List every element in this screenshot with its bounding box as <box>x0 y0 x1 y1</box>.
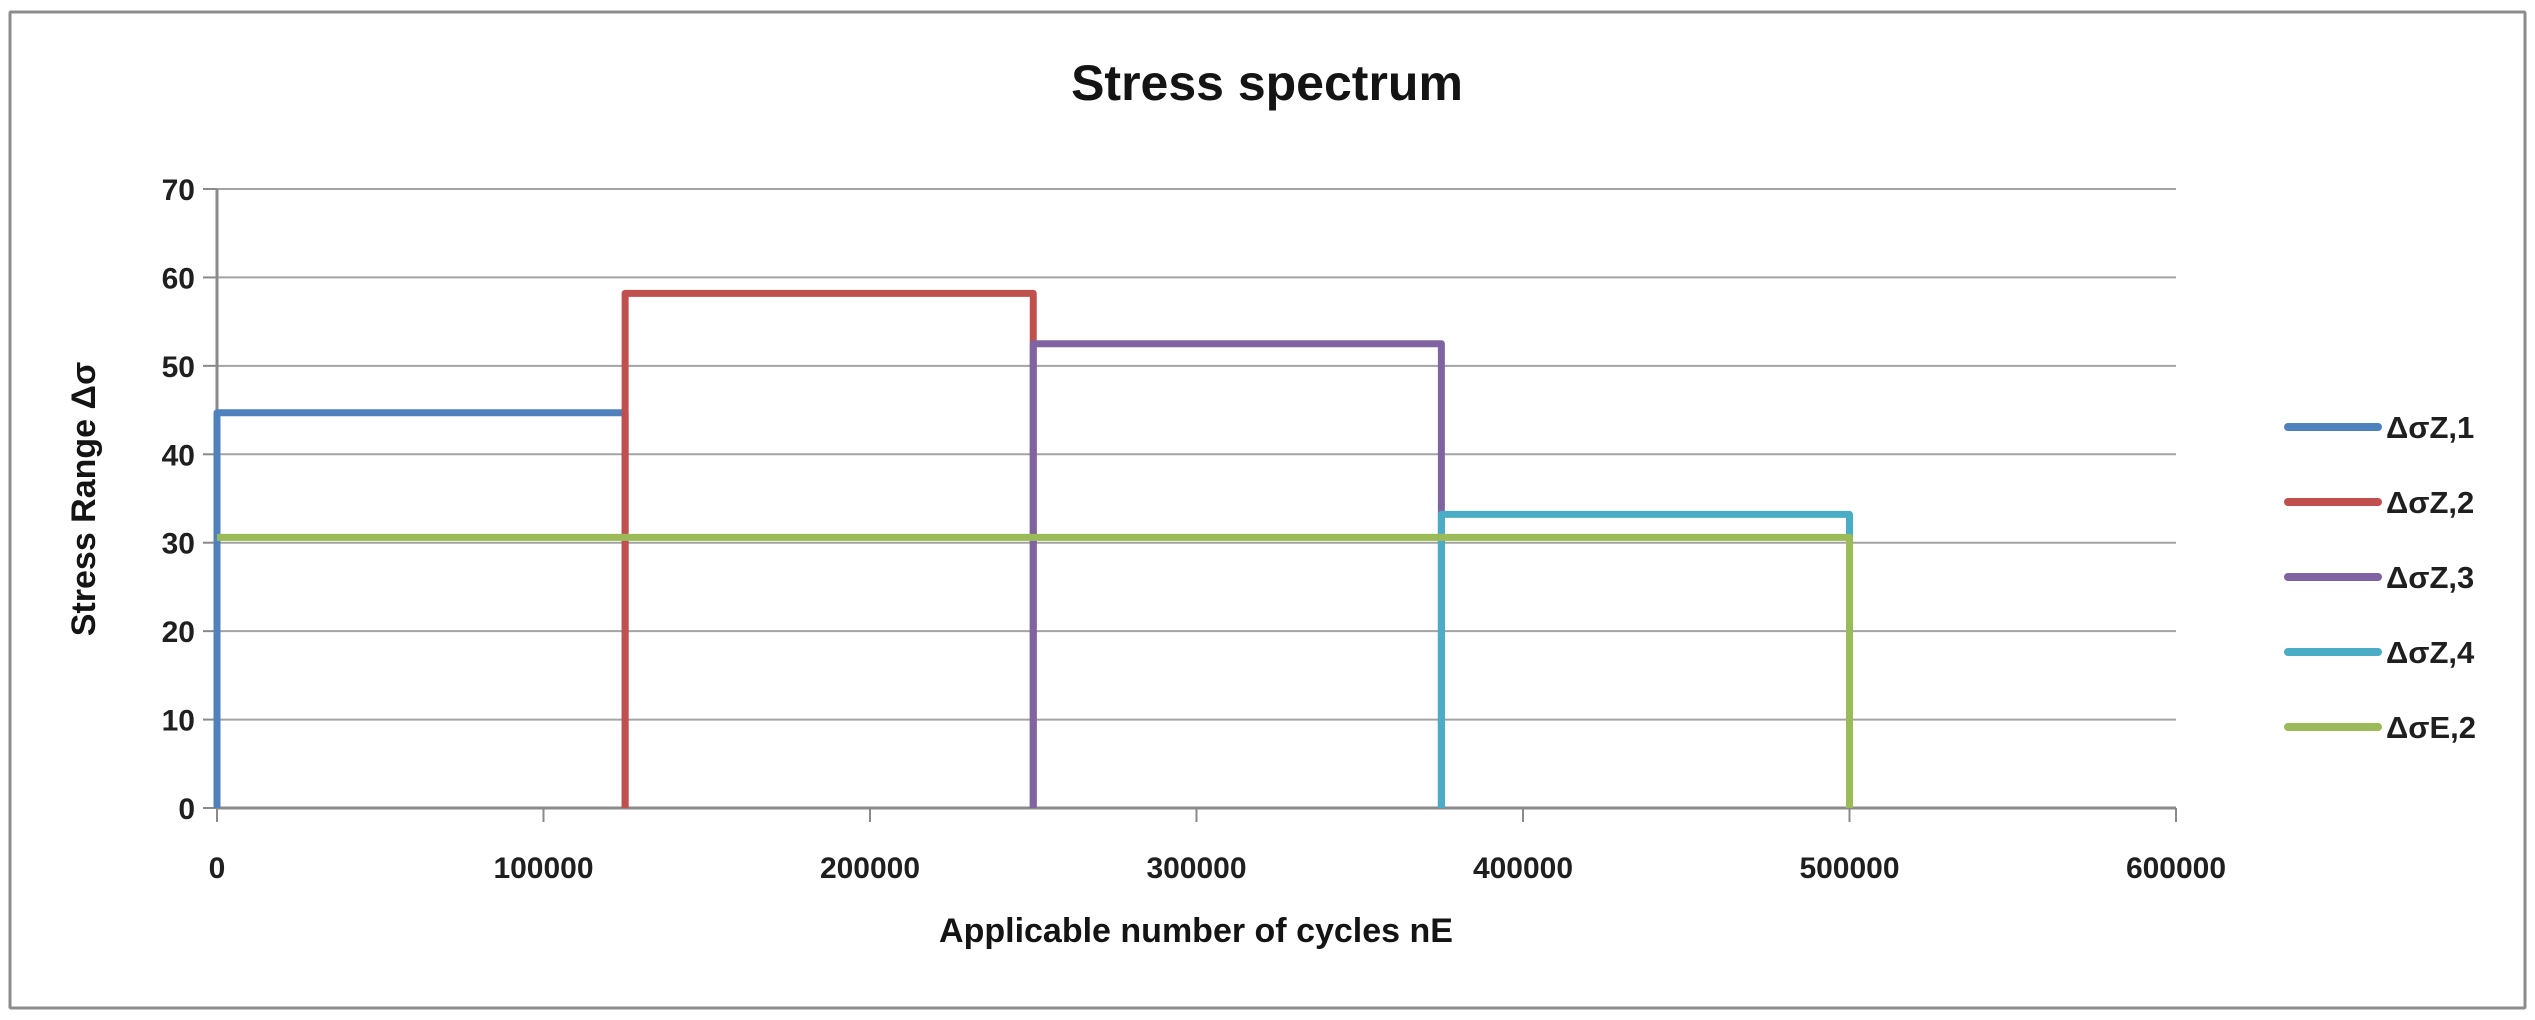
legend-item-4: ΔσZ,4 <box>2284 635 2475 670</box>
chart-title: Stress spectrum <box>1071 55 1463 111</box>
legend-label-5: ΔσE,2 <box>2386 710 2476 745</box>
series-line-5 <box>217 533 1853 808</box>
legend-item-2: ΔσZ,2 <box>2284 485 2474 520</box>
y-tick-label-40: 40 <box>162 439 195 472</box>
y-tick-label-20: 20 <box>162 616 195 649</box>
x-tick-label-500000: 500000 <box>1799 852 1899 885</box>
y-tick-label-0: 0 <box>178 793 195 826</box>
legend-item-1: ΔσZ,1 <box>2284 410 2474 445</box>
y-tick-label-60: 60 <box>162 262 195 295</box>
y-axis-title: Stress Range Δσ <box>65 362 103 636</box>
legend-label-3: ΔσZ,3 <box>2386 560 2474 595</box>
series-lines-group <box>213 289 1853 808</box>
legend-label-4: ΔσZ,4 <box>2386 635 2475 670</box>
x-tick-label-400000: 400000 <box>1473 852 1573 885</box>
chart-frame <box>8 10 2527 1010</box>
y-tick-label-10: 10 <box>162 705 195 738</box>
x-tick-label-300000: 300000 <box>1146 852 1246 885</box>
y-tick-label-30: 30 <box>162 528 195 561</box>
gridlines-group <box>217 188 2176 721</box>
legend: ΔσZ,1 ΔσZ,2 ΔσZ,3 ΔσZ,4 ΔσE,2 <box>2284 410 2476 745</box>
tick-labels-group: 0 10 20 30 40 50 60 70 0 100000 200000 300000 400000… <box>162 174 2226 885</box>
y-tick-label-70: 70 <box>162 174 195 207</box>
x-tick-label-600000: 600000 <box>2126 852 2226 885</box>
y-tick-label-50: 50 <box>162 351 195 384</box>
x-axis-title: Applicable number of cycles nE <box>939 912 1453 950</box>
legend-label-1: ΔσZ,1 <box>2386 410 2474 445</box>
legend-label-2: ΔσZ,2 <box>2386 485 2474 520</box>
legend-item-3: ΔσZ,3 <box>2284 560 2474 595</box>
legend-item-5: ΔσE,2 <box>2284 710 2476 745</box>
x-tick-label-100000: 100000 <box>493 852 593 885</box>
x-tick-label-200000: 200000 <box>820 852 920 885</box>
x-tick-label-0: 0 <box>209 852 226 885</box>
